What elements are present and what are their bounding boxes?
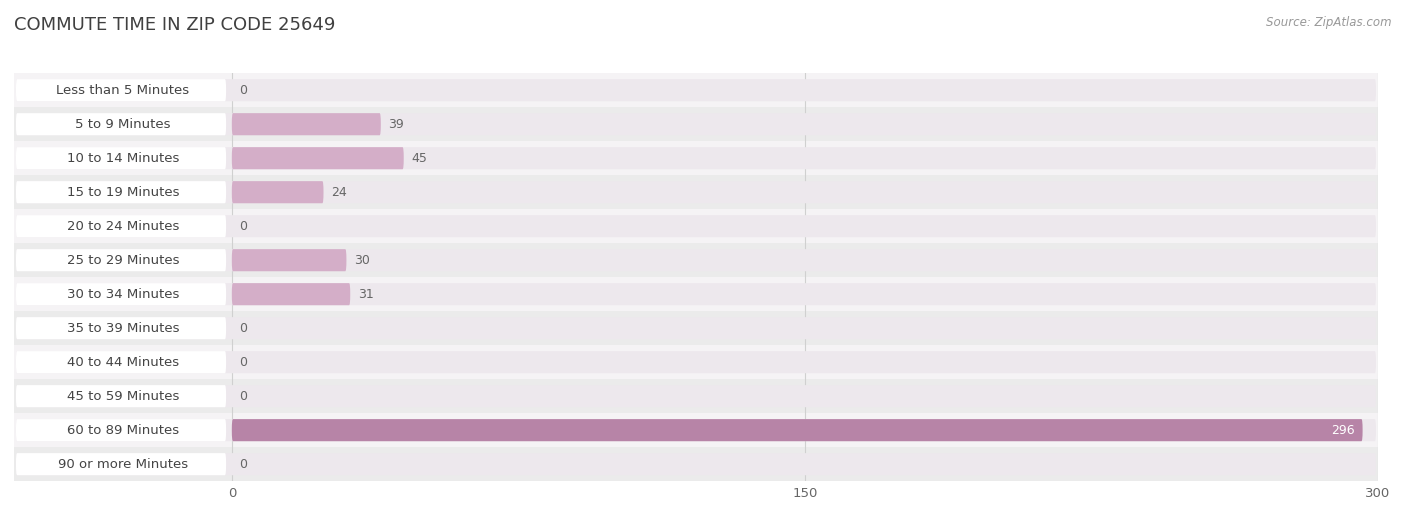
Text: 24: 24 <box>332 186 347 199</box>
FancyBboxPatch shape <box>15 215 1376 237</box>
FancyBboxPatch shape <box>232 419 1362 441</box>
Text: 0: 0 <box>239 390 247 403</box>
Text: 0: 0 <box>239 84 247 97</box>
Text: 0: 0 <box>239 458 247 471</box>
Text: 25 to 29 Minutes: 25 to 29 Minutes <box>66 254 179 267</box>
Bar <box>14 345 1378 379</box>
FancyBboxPatch shape <box>15 419 226 441</box>
FancyBboxPatch shape <box>232 147 404 169</box>
FancyBboxPatch shape <box>232 181 323 203</box>
Text: 39: 39 <box>388 118 404 131</box>
Bar <box>14 73 1378 107</box>
FancyBboxPatch shape <box>15 351 1376 373</box>
FancyBboxPatch shape <box>232 283 350 305</box>
Text: 90 or more Minutes: 90 or more Minutes <box>58 458 188 471</box>
Bar <box>14 447 1378 481</box>
Text: 5 to 9 Minutes: 5 to 9 Minutes <box>75 118 170 131</box>
FancyBboxPatch shape <box>15 453 226 475</box>
Text: 60 to 89 Minutes: 60 to 89 Minutes <box>67 424 179 437</box>
Text: 0: 0 <box>239 322 247 335</box>
Bar <box>14 413 1378 447</box>
Bar <box>14 141 1378 175</box>
Bar <box>14 379 1378 413</box>
FancyBboxPatch shape <box>15 385 1376 407</box>
Text: 10 to 14 Minutes: 10 to 14 Minutes <box>66 152 179 165</box>
FancyBboxPatch shape <box>15 113 226 135</box>
FancyBboxPatch shape <box>15 79 226 101</box>
FancyBboxPatch shape <box>15 453 1376 475</box>
Text: 0: 0 <box>239 220 247 233</box>
FancyBboxPatch shape <box>15 283 1376 305</box>
Text: 296: 296 <box>1331 424 1355 437</box>
Text: 0: 0 <box>239 356 247 369</box>
Bar <box>14 209 1378 243</box>
FancyBboxPatch shape <box>15 249 1376 271</box>
Text: COMMUTE TIME IN ZIP CODE 25649: COMMUTE TIME IN ZIP CODE 25649 <box>14 16 336 33</box>
FancyBboxPatch shape <box>232 249 346 271</box>
Text: Less than 5 Minutes: Less than 5 Minutes <box>56 84 190 97</box>
Text: Source: ZipAtlas.com: Source: ZipAtlas.com <box>1267 16 1392 29</box>
Bar <box>14 311 1378 345</box>
Bar <box>14 175 1378 209</box>
Text: 15 to 19 Minutes: 15 to 19 Minutes <box>66 186 179 199</box>
FancyBboxPatch shape <box>15 249 226 271</box>
FancyBboxPatch shape <box>15 283 226 305</box>
FancyBboxPatch shape <box>15 419 1376 441</box>
Text: 45: 45 <box>412 152 427 165</box>
FancyBboxPatch shape <box>15 317 1376 339</box>
FancyBboxPatch shape <box>15 147 226 169</box>
Text: 35 to 39 Minutes: 35 to 39 Minutes <box>66 322 179 335</box>
Text: 45 to 59 Minutes: 45 to 59 Minutes <box>66 390 179 403</box>
FancyBboxPatch shape <box>15 351 226 373</box>
Text: 40 to 44 Minutes: 40 to 44 Minutes <box>67 356 179 369</box>
FancyBboxPatch shape <box>15 181 1376 203</box>
FancyBboxPatch shape <box>15 181 226 203</box>
FancyBboxPatch shape <box>15 113 1376 135</box>
FancyBboxPatch shape <box>15 215 226 237</box>
FancyBboxPatch shape <box>15 79 1376 101</box>
Bar <box>14 243 1378 277</box>
Bar <box>14 107 1378 141</box>
Text: 20 to 24 Minutes: 20 to 24 Minutes <box>66 220 179 233</box>
Text: 30 to 34 Minutes: 30 to 34 Minutes <box>66 288 179 301</box>
Text: 30: 30 <box>354 254 370 267</box>
Bar <box>14 277 1378 311</box>
FancyBboxPatch shape <box>232 113 381 135</box>
FancyBboxPatch shape <box>15 385 226 407</box>
FancyBboxPatch shape <box>15 147 1376 169</box>
FancyBboxPatch shape <box>15 317 226 339</box>
Text: 31: 31 <box>359 288 374 301</box>
